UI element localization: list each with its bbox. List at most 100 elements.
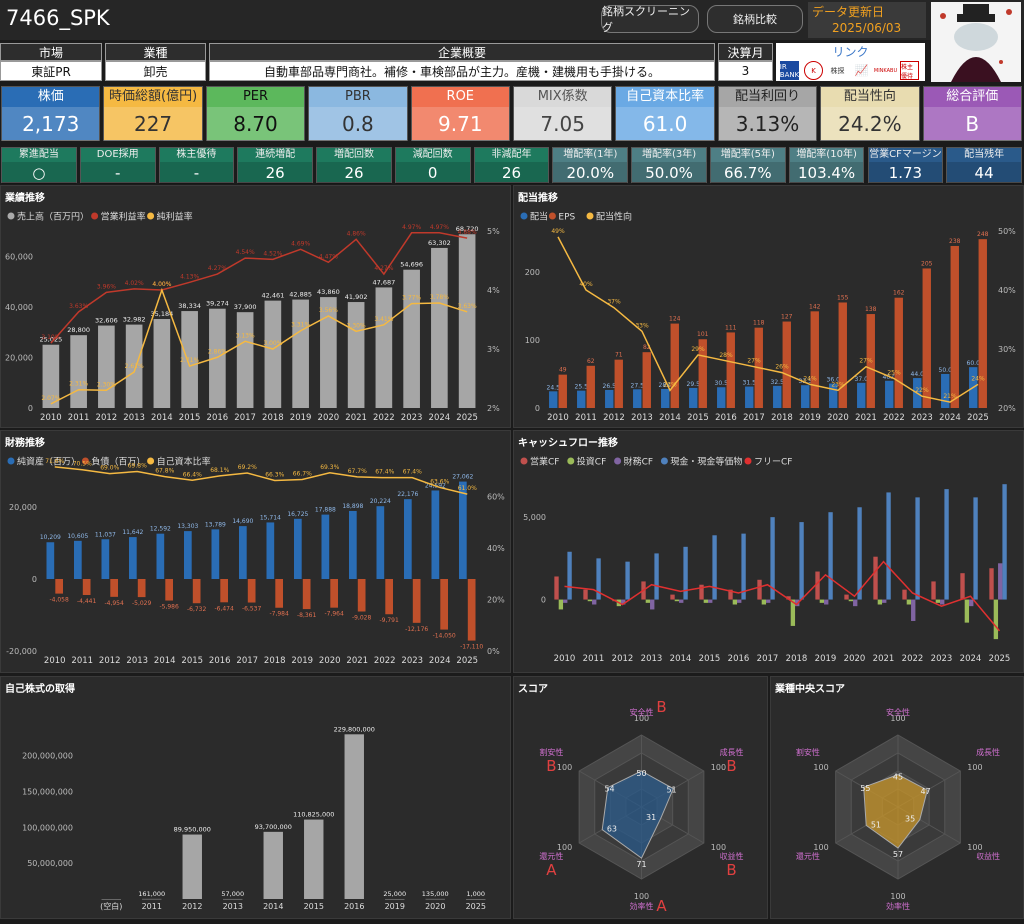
cf-bar-3	[973, 497, 978, 600]
indicator-label: 増配率(1年)	[563, 149, 618, 160]
x-tick-label: 2012	[182, 902, 202, 911]
x-tick-label: 2016	[344, 902, 364, 911]
cf-bar-2	[708, 599, 713, 603]
cf-bar-1	[703, 599, 709, 603]
equity-ratio-label: 67.4%	[375, 469, 394, 476]
compare-button[interactable]: 銘柄比較	[707, 5, 803, 33]
y-tick-label: 200	[525, 268, 540, 277]
revenue-bar	[403, 269, 420, 408]
kabutan-k-link-icon[interactable]: K	[804, 61, 823, 80]
x-tick-label: 2019	[291, 656, 313, 666]
x-tick-label: 2019	[385, 902, 405, 911]
liability-label: -5,029	[132, 600, 152, 607]
dividend-bar	[857, 382, 866, 408]
payout-label: 29%	[691, 346, 705, 353]
cf-bar-0	[931, 581, 936, 600]
cf-bar-0	[989, 568, 994, 600]
dividend-label: 26.5	[603, 383, 617, 390]
x-tick-label: 2024	[939, 413, 961, 423]
x-tick-label: 2011	[142, 902, 162, 911]
eps-bar	[838, 302, 847, 408]
indicator-label: DOE採用	[96, 149, 139, 160]
equity-ratio-label: 71.6%	[45, 458, 64, 465]
line-label: 3.56%	[319, 307, 338, 314]
kpi-value: 7.05	[514, 107, 612, 141]
eps-label: 162	[893, 290, 905, 297]
x-tick-label: (空白)	[100, 901, 122, 911]
eps-bar	[866, 314, 875, 408]
kpi-card: 時価総額(億円) 227	[103, 86, 203, 141]
cf-bar-1	[964, 599, 970, 623]
yutai-link-icon[interactable]: 株主優待	[900, 61, 919, 80]
radar-value: 71	[636, 860, 646, 869]
indicator-label: 株主優待	[176, 149, 217, 160]
line-label: 4.13%	[180, 273, 199, 280]
line-1	[50, 232, 468, 344]
equity-label: 11,642	[122, 529, 143, 536]
radar-max-label: 100	[890, 714, 905, 723]
payout-label: 21%	[943, 393, 957, 400]
score-panel: スコア 100 安全性 B 100 成長性 B 100 収益性 B 100 効率性 A 100 還元性 A 10…	[513, 676, 768, 919]
cf-bar-2	[969, 599, 974, 607]
cf-bar-3	[596, 558, 601, 600]
cf-bar-2	[911, 599, 916, 621]
x-tick-label: 2010	[554, 654, 576, 664]
screening-button[interactable]: 銘柄スクリーニング	[601, 5, 699, 34]
revenue-label: 42,885	[289, 291, 312, 299]
buyback-bar	[263, 831, 283, 899]
radar-axis-label: 割安性	[796, 747, 820, 757]
legend-item: EPS	[558, 213, 575, 223]
payout-label: 23%	[663, 381, 677, 388]
liability-bar	[330, 579, 338, 608]
revenue-label: 32,606	[95, 317, 118, 325]
kpi-label: 時価総額(億円)	[109, 89, 198, 104]
kabutan-link-icon[interactable]: 株探	[828, 61, 847, 80]
indicator-value: 26	[474, 162, 549, 184]
equity-ratio-label: 69.0%	[100, 465, 119, 472]
x-tick-label: 2023	[911, 413, 933, 423]
revenue-label: 38,334	[178, 302, 201, 310]
radar-value: 45	[893, 773, 903, 782]
dividend-label: 36.0	[827, 376, 841, 383]
cf-bar-2	[679, 599, 684, 603]
legend-item: 投資CF	[577, 456, 606, 468]
liability-bar	[357, 579, 366, 612]
fiscal-value: 3	[718, 61, 773, 81]
revenue-bar	[98, 325, 115, 408]
line-2	[50, 287, 468, 405]
equity-label: 10,605	[67, 533, 88, 540]
legend-item: フリーCF	[754, 458, 792, 468]
y-tick-label: -20,000	[6, 647, 37, 656]
cf-bar-1	[935, 599, 941, 603]
equity-bar	[294, 518, 302, 579]
indicator-label: 増配率(10年)	[796, 149, 857, 160]
liability-label: -9,791	[379, 617, 399, 624]
y-tick-label: 200,000,000	[22, 752, 73, 761]
equity-bar	[266, 522, 275, 579]
indicator-value: 50.0%	[632, 162, 706, 184]
indicator-label: 増配率(5年)	[720, 149, 775, 160]
y2-tick-label: 0%	[487, 647, 500, 656]
minkabu-link-icon[interactable]: MINKABU	[874, 61, 897, 80]
cf-bar-3	[828, 512, 833, 600]
radar-grade: B	[726, 757, 736, 775]
x-tick-label: 2015	[181, 656, 203, 666]
eps-bar	[978, 239, 987, 408]
line-label: 4.97%	[430, 224, 449, 231]
revenue-label: 32,982	[123, 316, 146, 324]
legend-item: 売上高（百万円）	[17, 211, 89, 223]
x-tick-label: 2025	[989, 654, 1011, 664]
y-tick-label: 40,000	[5, 303, 33, 312]
payout-label: 27%	[859, 358, 873, 365]
equity-ratio-label: 67.8%	[155, 468, 174, 475]
buyback-chart: 50,000,000 100,000,000 150,000,000 200,000,…	[22, 725, 486, 911]
x-tick-label: 2018	[262, 413, 284, 423]
dividend-bar	[885, 380, 894, 408]
equity-label: 11,037	[95, 531, 116, 538]
buyback-bar	[425, 898, 445, 900]
irbank-link-icon[interactable]: IR BANK	[779, 61, 800, 80]
chart-link-icon[interactable]: 📈	[852, 61, 871, 80]
kpi-value: 24.2%	[821, 107, 919, 141]
y-tick-label: 20,000	[5, 353, 33, 362]
